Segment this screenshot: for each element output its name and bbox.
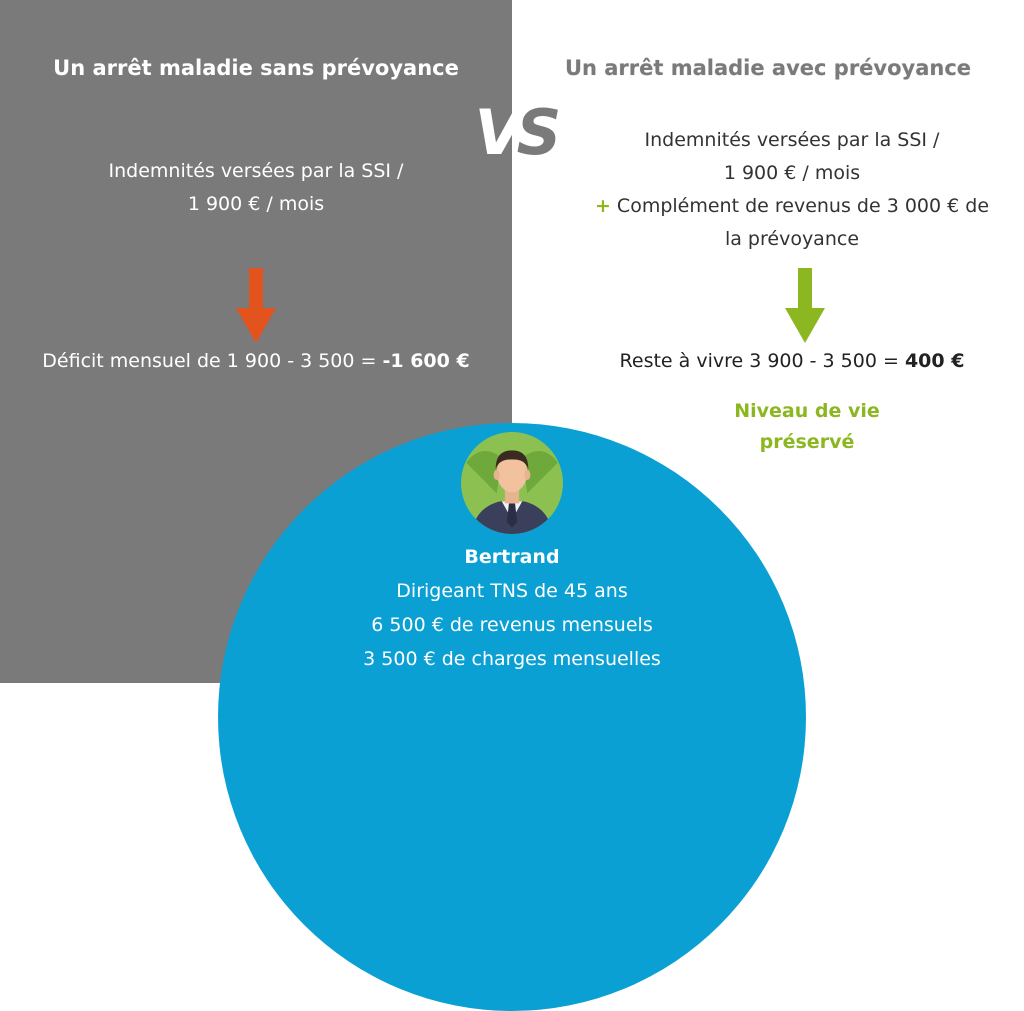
right-complement-text: Complément de revenus de 3 000 € de: [610, 195, 990, 217]
left-deficit-text: Déficit mensuel de 1 900 - 3 500 =: [42, 350, 383, 372]
right-complement-line2: la prévoyance: [724, 228, 860, 250]
vs-letter-s: S: [516, 96, 562, 169]
right-reste-text: Reste à vivre 3 900 - 3 500 =: [619, 350, 905, 372]
person-info: Bertrand Dirigeant TNS de 45 ans 6 500 €…: [262, 540, 762, 676]
left-indemnites-text: Indemnités versées par la SSI / 1 900 € …: [0, 155, 512, 221]
left-title: Un arrêt maladie sans prévoyance: [53, 56, 459, 80]
plus-icon: +: [594, 195, 611, 217]
person-line2: 6 500 € de revenus mensuels: [371, 614, 653, 636]
right-reste-line: Reste à vivre 3 900 - 3 500 = 400 €: [560, 350, 1024, 372]
vs-logo: VS: [470, 102, 562, 164]
left-deficit-line: Déficit mensuel de 1 900 - 3 500 = -1 60…: [0, 350, 512, 372]
vs-letter-v: V: [474, 96, 523, 169]
down-arrow-icon-green: [785, 268, 825, 343]
niveau-de-vie-label: Niveau de vie préservé: [712, 396, 902, 458]
person-line1: Dirigeant TNS de 45 ans: [396, 580, 628, 602]
right-indemnites-text: Indemnités versées par la SSI / 1 900 € …: [560, 124, 1024, 256]
left-indemnites-line2: 1 900 € / mois: [187, 193, 325, 215]
right-indemnites-line2: 1 900 € / mois: [723, 162, 861, 184]
niveau-line1: Niveau de vie: [734, 400, 880, 422]
left-indemnites-line1: Indemnités versées par la SSI /: [108, 160, 404, 182]
businessman-avatar-icon: [461, 432, 563, 534]
left-deficit-value: -1 600 €: [382, 350, 470, 372]
person-name: Bertrand: [464, 546, 560, 568]
niveau-line2: préservé: [759, 431, 855, 453]
right-indemnites-line1: Indemnités versées par la SSI /: [644, 129, 940, 151]
person-line3: 3 500 € de charges mensuelles: [363, 648, 661, 670]
right-title: Un arrêt maladie avec prévoyance: [564, 56, 972, 80]
right-reste-value: 400 €: [904, 350, 965, 372]
right-complement-line: + Complément de revenus de 3 000 € de: [560, 190, 1024, 223]
down-arrow-icon-orange: [236, 268, 276, 343]
